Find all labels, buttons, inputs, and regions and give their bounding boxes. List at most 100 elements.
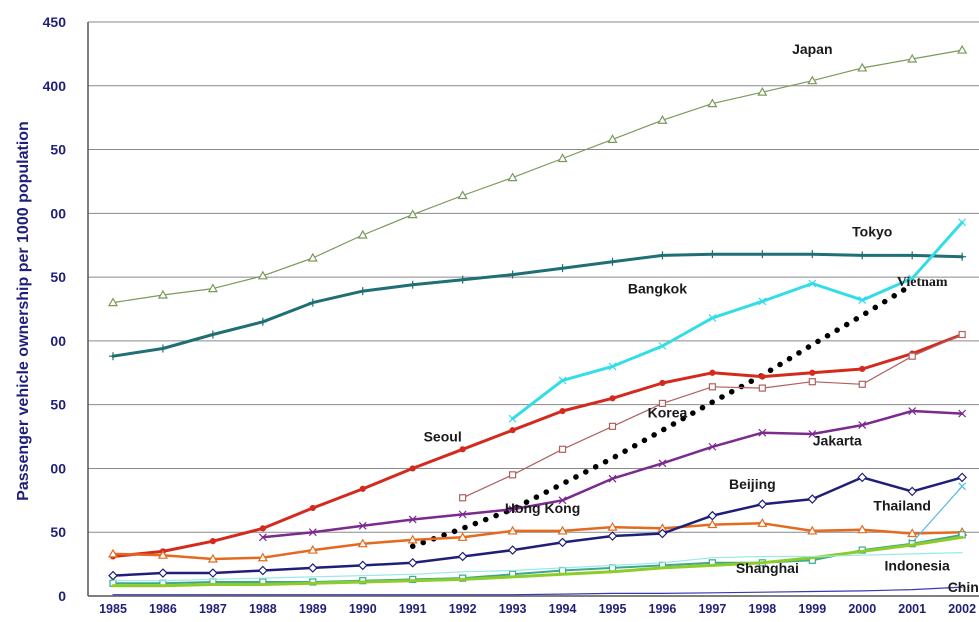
data-point [558,445,567,453]
data-point [558,496,567,505]
x-tick-label: 1995 [599,602,627,616]
data-point [757,518,768,527]
x-tick-label: 1986 [149,602,177,616]
data-point [858,380,866,388]
data-point [807,494,818,504]
data-point [608,362,617,371]
data-point [757,499,768,510]
data-point [607,134,618,143]
data-point [957,44,968,54]
series-line-vietnam [409,282,915,550]
series-vietnam [409,282,915,550]
data-point [259,525,266,532]
data-point [957,472,967,483]
x-tick-label: 1988 [249,602,277,616]
series-label-japan: Japan [792,41,832,57]
series-label-korea: Korea [648,404,688,420]
data-point [507,525,518,535]
data-point [657,528,668,539]
data-point [508,505,517,514]
data-point [707,519,718,529]
y-axis-label-wrap: Passenger vehicle ownership per 1000 pop… [4,0,44,622]
data-point [857,62,868,72]
data-point [658,399,667,407]
data-point [708,314,717,322]
series-jakarta [258,407,967,542]
y-tick-label: 400 [43,78,67,94]
data-point [758,250,767,259]
data-point [509,471,517,479]
data-point [258,565,268,576]
data-point [808,378,816,386]
data-point [258,317,267,326]
data-point [858,421,867,430]
data-point [857,472,868,483]
data-point [307,544,318,554]
series-line-china [112,586,963,596]
data-point [209,538,216,545]
data-point [958,482,967,491]
data-point [758,384,766,392]
data-point [207,283,218,293]
data-point [157,549,168,559]
data-point [608,474,617,483]
y-tick-label: 00 [50,333,66,349]
data-point [907,528,918,538]
data-point [307,252,318,262]
series-label-seoul: Seoul [424,429,462,445]
data-point [457,190,468,200]
series-line-seoul [111,333,964,558]
data-point [707,98,718,108]
data-point [208,568,218,578]
series-line-japan [112,49,963,304]
data-point [358,521,367,530]
y-tick-label: 450 [43,14,67,30]
data-point [557,153,568,163]
data-point [309,504,316,512]
data-point [907,53,918,63]
x-tick-label: 1987 [199,602,227,616]
data-point [958,330,966,339]
data-point [958,409,967,418]
x-tick-label: 1990 [349,602,377,616]
data-point [359,485,366,492]
data-point [758,428,767,437]
data-point [458,510,467,519]
data-point [758,297,767,306]
series-unlabeled-12 [112,551,963,582]
series-line-beijing [111,476,964,577]
data-point [157,289,168,299]
series-lines [107,44,968,596]
data-point [307,563,318,573]
y-axis-ticks: 0 50 00 50 00 50 00 50 400 450 [43,14,67,604]
x-tick-label: 2002 [948,602,976,616]
data-point [207,553,218,563]
series-beijing [108,472,967,581]
data-point [707,510,718,521]
series-label-vietnam: Vietnam [897,275,948,290]
data-point [708,442,717,451]
series-label-tokyo: Tokyo [852,223,892,239]
data-point [908,352,916,360]
data-point [607,531,618,541]
data-point [158,568,168,578]
data-point [557,537,568,548]
series-label-beijing: Beijing [729,476,776,492]
y-tick-label: 00 [50,205,66,221]
data-point [408,280,417,289]
data-point [508,270,517,279]
data-point [658,251,667,260]
x-tick-label: 1991 [399,602,427,616]
series-thailand [908,482,967,547]
data-point [807,525,818,535]
data-point [459,446,466,453]
data-point [858,296,867,304]
data-point [357,538,368,548]
x-tick-label: 1989 [299,602,327,616]
data-point [357,560,368,571]
data-point [859,365,866,373]
data-point [407,534,418,544]
series-label-bangkok: Bangkok [628,281,687,297]
data-point [458,275,467,284]
